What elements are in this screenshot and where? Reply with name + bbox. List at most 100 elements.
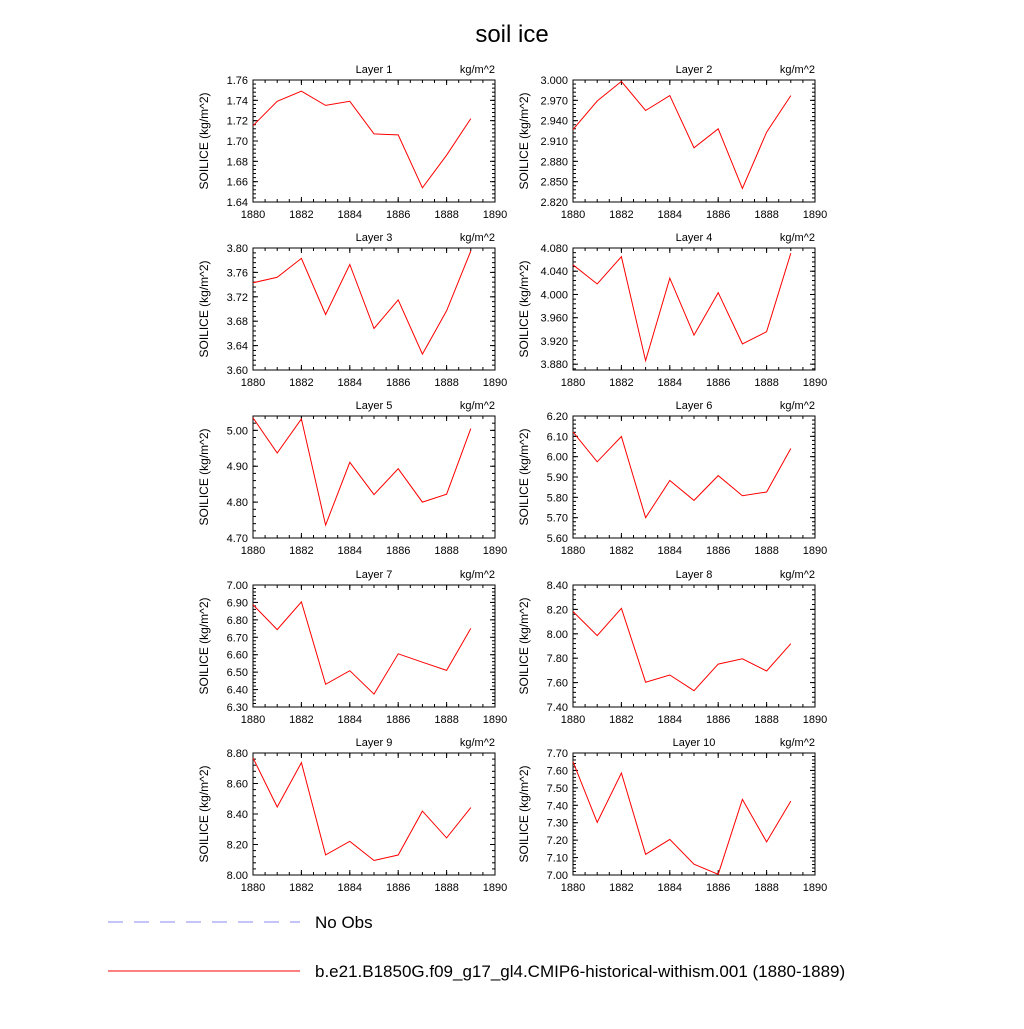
panel-title: Layer 3 bbox=[356, 232, 393, 244]
x-tick-label: 1882 bbox=[609, 377, 633, 389]
y-tick-label: 1.76 bbox=[227, 75, 248, 87]
y-tick-label: 7.00 bbox=[547, 870, 568, 882]
x-tick-label: 1888 bbox=[754, 882, 778, 894]
y-tick-label: 7.50 bbox=[547, 783, 568, 795]
y-axis-label: SOILICE (kg/m^2) bbox=[517, 766, 531, 863]
x-tick-label: 1890 bbox=[803, 209, 827, 221]
plot-frame bbox=[572, 79, 816, 203]
series-line bbox=[252, 600, 472, 695]
panel-units: kg/m^2 bbox=[460, 64, 495, 76]
y-axis-label: SOILICE (kg/m^2) bbox=[197, 261, 211, 358]
panel-units: kg/m^2 bbox=[460, 569, 495, 581]
x-tick-label: 1882 bbox=[289, 714, 313, 726]
y-axis-label: SOILICE (kg/m^2) bbox=[517, 598, 531, 695]
panel-9: 1880 1882 1884 1886 1888 1890 8.00 8.20 8.40 8.60… bbox=[197, 737, 507, 894]
y-tick-label: 5.80 bbox=[547, 492, 568, 504]
panel-8: 1880 1882 1884 1886 1888 1890 7.40 7.60 7.80 8.00… bbox=[517, 569, 827, 726]
x-tick-label: 1882 bbox=[609, 209, 633, 221]
y-tick-label: 1.74 bbox=[227, 95, 248, 107]
y-tick-label: 3.960 bbox=[540, 313, 568, 325]
y-tick-label: 7.00 bbox=[227, 580, 248, 592]
plot-frame bbox=[252, 79, 496, 203]
plot-frame bbox=[252, 415, 496, 539]
x-tick-label: 1890 bbox=[483, 209, 507, 221]
y-axis-label: SOILICE (kg/m^2) bbox=[197, 429, 211, 526]
y-tick-label: 6.20 bbox=[547, 411, 568, 423]
x-tick-label: 1882 bbox=[289, 882, 313, 894]
x-tick-label: 1884 bbox=[338, 209, 362, 221]
x-tick-label: 1882 bbox=[609, 545, 633, 557]
panel-units: kg/m^2 bbox=[460, 232, 495, 244]
plot-frame bbox=[572, 584, 816, 708]
x-tick-label: 1886 bbox=[706, 209, 730, 221]
y-tick-label: 2.940 bbox=[540, 116, 568, 128]
y-tick-label: 8.40 bbox=[547, 580, 568, 592]
y-tick-label: 3.68 bbox=[227, 316, 248, 328]
x-tick-label: 1890 bbox=[803, 377, 827, 389]
x-tick-label: 1890 bbox=[483, 882, 507, 894]
x-tick-label: 1888 bbox=[754, 377, 778, 389]
y-tick-label: 2.850 bbox=[540, 177, 568, 189]
series-line bbox=[572, 80, 792, 190]
x-tick-label: 1880 bbox=[561, 209, 585, 221]
x-tick-label: 1890 bbox=[803, 714, 827, 726]
x-tick-label: 1880 bbox=[241, 377, 265, 389]
x-tick-label: 1888 bbox=[434, 714, 458, 726]
y-tick-label: 8.20 bbox=[227, 840, 248, 852]
panel-3: 1880 1882 1884 1886 1888 1890 3.60 3.64 3.68 3.72… bbox=[197, 232, 507, 389]
y-tick-label: 6.80 bbox=[227, 615, 248, 627]
y-tick-label: 3.64 bbox=[227, 341, 248, 353]
x-tick-label: 1886 bbox=[386, 882, 410, 894]
x-tick-label: 1884 bbox=[658, 545, 682, 557]
panel-title: Layer 5 bbox=[356, 400, 393, 412]
panel-units: kg/m^2 bbox=[780, 737, 815, 749]
y-tick-label: 6.70 bbox=[227, 632, 248, 644]
y-tick-label: 3.000 bbox=[540, 75, 568, 87]
series-line bbox=[572, 253, 792, 363]
x-tick-label: 1886 bbox=[706, 882, 730, 894]
y-tick-label: 8.40 bbox=[227, 809, 248, 821]
x-tick-label: 1882 bbox=[289, 377, 313, 389]
y-tick-label: 6.40 bbox=[227, 685, 248, 697]
y-tick-label: 8.60 bbox=[227, 779, 248, 791]
series-line bbox=[252, 757, 472, 862]
series-line bbox=[572, 761, 792, 875]
panel-10: 1880 1882 1884 1886 1888 1890 7.00 7.10 7.20 7.30… bbox=[517, 737, 827, 894]
x-tick-label: 1880 bbox=[561, 377, 585, 389]
y-tick-label: 7.40 bbox=[547, 800, 568, 812]
plot-frame bbox=[572, 415, 816, 539]
x-tick-label: 1882 bbox=[609, 714, 633, 726]
y-tick-label: 6.90 bbox=[227, 597, 248, 609]
x-tick-label: 1884 bbox=[658, 882, 682, 894]
x-tick-label: 1882 bbox=[289, 209, 313, 221]
y-tick-label: 1.70 bbox=[227, 136, 248, 148]
x-tick-label: 1886 bbox=[706, 545, 730, 557]
y-tick-label: 7.30 bbox=[547, 818, 568, 830]
series-line bbox=[252, 90, 472, 189]
x-tick-label: 1888 bbox=[434, 377, 458, 389]
x-tick-label: 1880 bbox=[561, 714, 585, 726]
x-tick-label: 1890 bbox=[803, 545, 827, 557]
x-tick-label: 1886 bbox=[706, 377, 730, 389]
x-tick-label: 1888 bbox=[754, 714, 778, 726]
x-tick-label: 1886 bbox=[386, 545, 410, 557]
y-tick-label: 8.00 bbox=[227, 870, 248, 882]
panel-title: Layer 2 bbox=[676, 64, 713, 76]
legend-label-no-obs: No Obs bbox=[315, 913, 373, 932]
series-line bbox=[252, 417, 472, 527]
y-tick-label: 1.72 bbox=[227, 116, 248, 128]
panel-units: kg/m^2 bbox=[460, 400, 495, 412]
y-axis-label: SOILICE (kg/m^2) bbox=[517, 93, 531, 190]
series-line bbox=[572, 607, 792, 692]
x-tick-label: 1880 bbox=[241, 209, 265, 221]
x-tick-label: 1884 bbox=[658, 714, 682, 726]
y-tick-label: 2.820 bbox=[540, 197, 568, 209]
x-tick-label: 1880 bbox=[241, 882, 265, 894]
y-tick-label: 8.00 bbox=[547, 629, 568, 641]
x-tick-label: 1888 bbox=[754, 545, 778, 557]
legend: No Obs b.e21.B1850G.f09_g17_gl4.CMIP6-hi… bbox=[108, 913, 845, 981]
panel-title: Layer 9 bbox=[356, 737, 393, 749]
x-tick-label: 1884 bbox=[338, 545, 362, 557]
